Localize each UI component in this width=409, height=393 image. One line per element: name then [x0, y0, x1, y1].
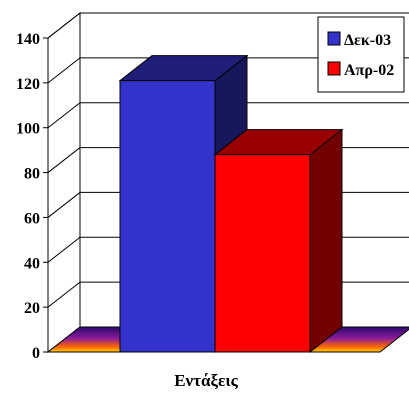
bar-0 [118, 54, 249, 354]
legend-swatch [327, 31, 341, 46]
y-tick-label: 0 [32, 345, 40, 362]
legend: Δεκ-03 Απρ-02 [317, 16, 405, 93]
legend-label: Απρ-02 [344, 62, 394, 79]
side-wall [47, 11, 81, 354]
y-tick-label: 40 [24, 255, 40, 272]
legend-label: Δεκ-03 [344, 32, 391, 49]
gridline-side [47, 281, 81, 308]
gridline-side [47, 236, 81, 263]
gridline-side [47, 12, 81, 39]
gridline-side [47, 102, 81, 129]
y-tick-label: 60 [24, 210, 40, 227]
y-tick-label: 20 [24, 300, 40, 317]
y-tick-label: 140 [16, 31, 40, 48]
y-tick-label: 120 [16, 76, 40, 93]
y-tick-label: 100 [16, 121, 40, 138]
bar-front [214, 154, 311, 353]
legend-swatch [327, 61, 341, 76]
gridline-side [47, 57, 81, 84]
bar-side [309, 128, 343, 354]
gridline-side [47, 192, 81, 218]
gridline-side [47, 147, 81, 173]
legend-box [317, 16, 405, 93]
y-tick-labels: 0 20 40 60 80 100 120 140 [16, 31, 48, 362]
bar-1 [213, 128, 344, 354]
bar-front [119, 80, 216, 353]
bars [118, 54, 344, 354]
x-axis-label: Εντάξεις [174, 371, 238, 390]
y-tick-label: 80 [24, 166, 40, 183]
